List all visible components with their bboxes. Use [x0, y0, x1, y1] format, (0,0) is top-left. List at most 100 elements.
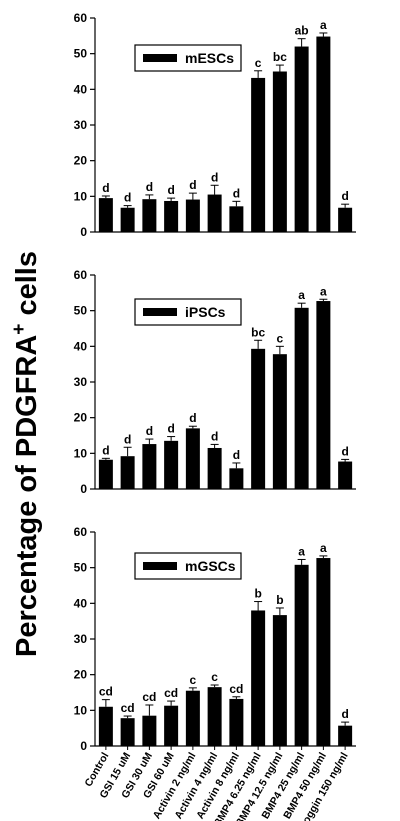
- significance-label: a: [320, 541, 327, 555]
- significance-label: d: [189, 411, 196, 425]
- bar: [164, 200, 179, 232]
- y-tick-label: 60: [74, 11, 88, 25]
- legend-label: mGSCs: [185, 558, 236, 574]
- bar: [316, 36, 331, 233]
- bar: [120, 207, 135, 232]
- significance-label: b: [254, 587, 261, 601]
- y-tick-label: 0: [80, 482, 87, 496]
- significance-label: d: [341, 189, 348, 203]
- significance-label: c: [255, 56, 262, 70]
- significance-label: cd: [99, 685, 113, 699]
- significance-label: bc: [251, 325, 265, 339]
- y-axis-label-tail: cells: [11, 251, 43, 324]
- bar: [294, 564, 309, 746]
- bar: [251, 77, 266, 232]
- bar: [338, 725, 353, 746]
- y-tick-label: 40: [74, 596, 88, 610]
- significance-label: d: [233, 186, 240, 200]
- y-tick-label: 10: [74, 703, 88, 717]
- y-tick-label: 0: [80, 739, 87, 753]
- legend-label: mESCs: [185, 50, 234, 66]
- significance-label: cd: [121, 701, 135, 715]
- y-tick-label: 30: [74, 375, 88, 389]
- significance-label: a: [298, 544, 305, 558]
- significance-label: d: [146, 180, 153, 194]
- y-tick-label: 60: [74, 525, 88, 539]
- y-tick-label: 50: [74, 561, 88, 575]
- legend-label: iPSCs: [185, 304, 226, 320]
- bar: [185, 199, 200, 232]
- legend-swatch: [143, 308, 177, 316]
- y-tick-label: 10: [74, 446, 88, 460]
- significance-label: d: [341, 707, 348, 721]
- y-tick-label: 20: [74, 154, 88, 168]
- significance-label: a: [320, 284, 327, 298]
- significance-label: d: [189, 178, 196, 192]
- y-tick-label: 30: [74, 118, 88, 132]
- significance-label: d: [211, 170, 218, 184]
- bar: [120, 456, 135, 489]
- y-axis-label-main: Percentage of PDGFRA: [11, 335, 43, 657]
- bar: [207, 687, 222, 746]
- bar: [142, 444, 157, 489]
- significance-label: d: [146, 424, 153, 438]
- significance-label: d: [124, 191, 131, 205]
- bar: [229, 206, 244, 232]
- significance-label: ab: [295, 24, 309, 38]
- significance-label: d: [341, 444, 348, 458]
- y-axis-label: Percentage of PDGFRA+ cells: [9, 251, 43, 657]
- bar: [229, 468, 244, 489]
- significance-label: b: [276, 593, 283, 607]
- bar: [272, 615, 287, 746]
- bar: [272, 71, 287, 232]
- y-tick-label: 20: [74, 411, 88, 425]
- significance-label: d: [211, 429, 218, 443]
- bar: [142, 715, 157, 746]
- bar: [164, 705, 179, 746]
- bar: [185, 428, 200, 489]
- significance-label: cd: [164, 686, 178, 700]
- significance-label: d: [167, 422, 174, 436]
- y-tick-label: 50: [74, 47, 88, 61]
- bar: [185, 690, 200, 746]
- y-tick-label: 10: [74, 189, 88, 203]
- significance-label: cd: [142, 690, 156, 704]
- significance-label: d: [102, 181, 109, 195]
- y-tick-label: 40: [74, 339, 88, 353]
- significance-label: d: [233, 448, 240, 462]
- legend-swatch: [143, 54, 177, 62]
- bar: [207, 194, 222, 232]
- significance-label: a: [298, 288, 305, 302]
- significance-label: c: [277, 331, 284, 345]
- bar: [294, 307, 309, 489]
- bar: [164, 440, 179, 489]
- bar: [316, 558, 331, 746]
- bar: [338, 207, 353, 232]
- bar: [251, 610, 266, 746]
- bar: [98, 459, 113, 489]
- legend-swatch: [143, 562, 177, 570]
- y-tick-label: 30: [74, 632, 88, 646]
- y-tick-label: 40: [74, 82, 88, 96]
- bar: [207, 447, 222, 489]
- significance-label: cd: [229, 682, 243, 696]
- significance-label: c: [190, 673, 197, 687]
- bar: [98, 198, 113, 232]
- y-tick-label: 20: [74, 668, 88, 682]
- bar: [251, 348, 266, 489]
- bar: [338, 461, 353, 489]
- significance-label: a: [320, 18, 327, 32]
- bar: [120, 718, 135, 746]
- significance-label: d: [102, 443, 109, 457]
- bar: [272, 354, 287, 489]
- bar: [229, 698, 244, 746]
- bar: [98, 706, 113, 746]
- bar: [294, 46, 309, 233]
- y-tick-label: 60: [74, 268, 88, 282]
- significance-label: bc: [273, 50, 287, 64]
- y-tick-label: 0: [80, 225, 87, 239]
